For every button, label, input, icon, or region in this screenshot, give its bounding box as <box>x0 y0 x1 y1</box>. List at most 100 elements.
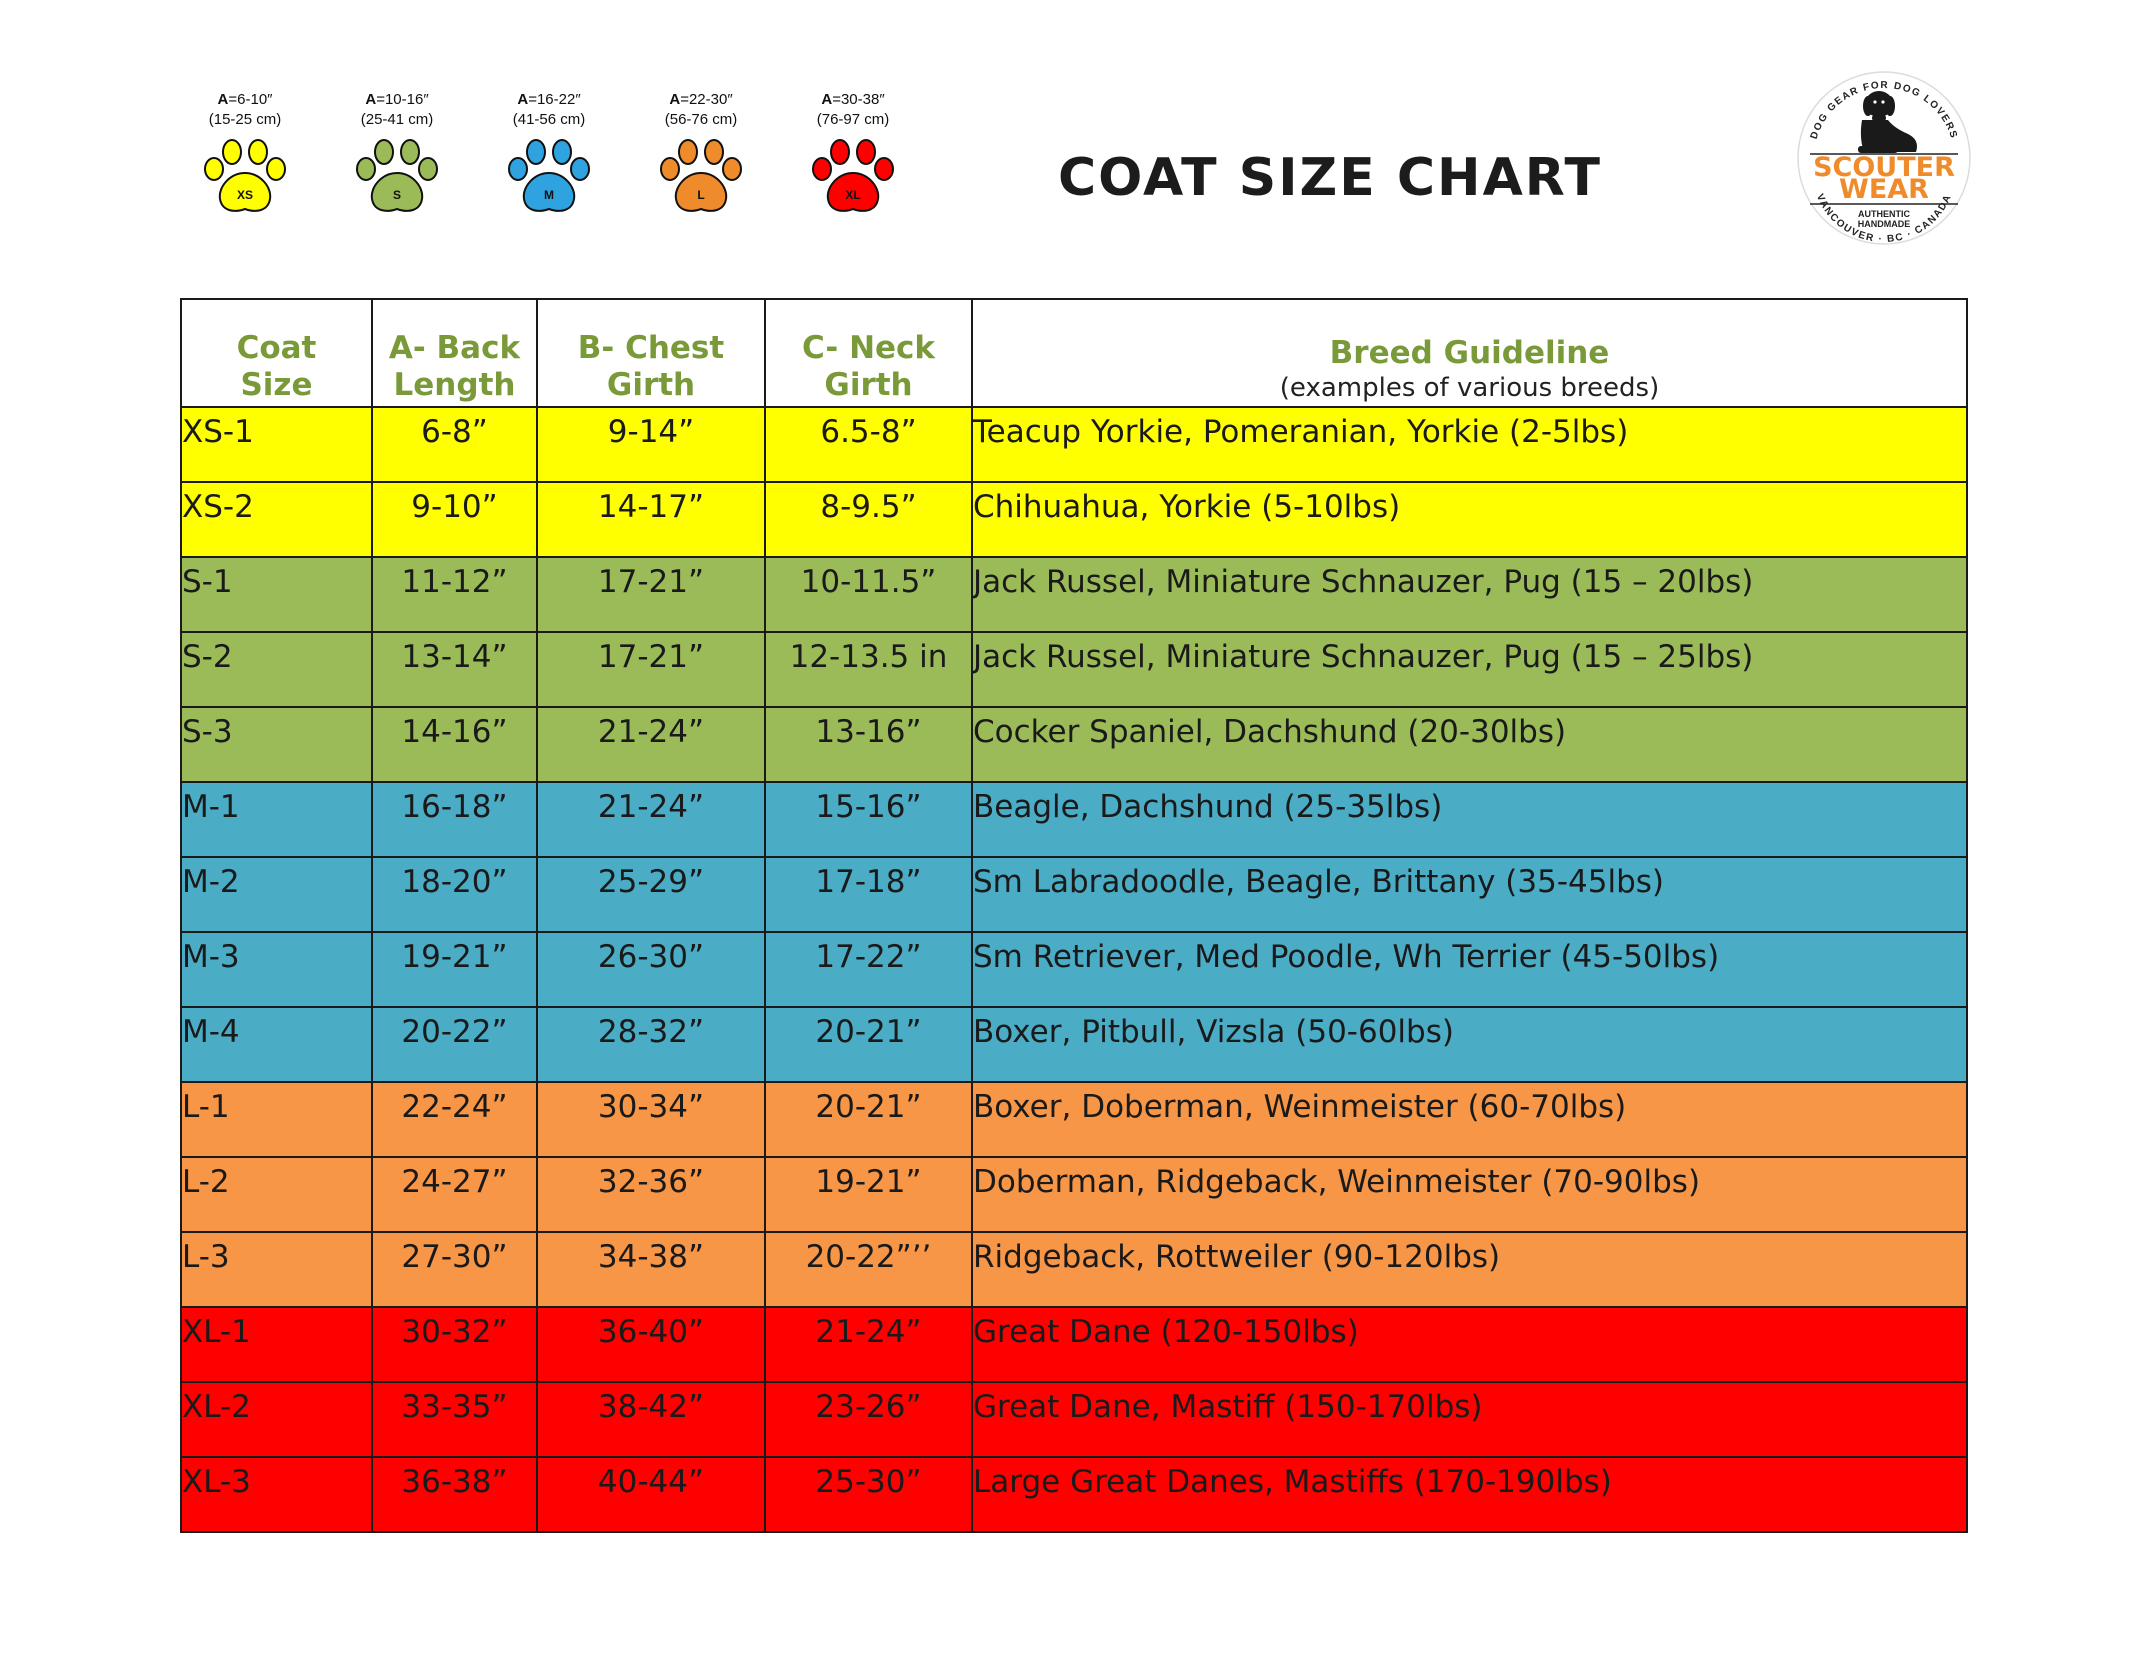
cell-coat-size: S-2 <box>180 631 373 708</box>
cell-neck-girth: 17-18” <box>764 856 973 933</box>
cell-neck-girth: 21-24” <box>764 1306 973 1383</box>
cell-breed-guideline: Sm Labradoodle, Beagle, Brittany (35-45l… <box>971 856 1968 933</box>
paw-range-cm: (76-97 cm) <box>816 111 890 128</box>
cell-coat-size: L-3 <box>180 1231 373 1308</box>
cell-back-length: 22-24” <box>371 1081 538 1158</box>
cell-chest-girth: 34-38” <box>536 1231 766 1308</box>
paw-range-inches: =30-38″ <box>832 91 885 108</box>
table-row: S-3 14-16” 21-24” 13-16” Cocker Spaniel, Dac… <box>180 706 1968 783</box>
cell-breed-guideline: Beagle, Dachshund (25-35lbs) <box>971 781 1968 858</box>
cell-chest-girth: 9-14” <box>536 406 766 483</box>
coat-size-table: Coat Size A- Back Length B- Chest Girth C- … <box>180 298 1968 1533</box>
cell-neck-girth: 15-16” <box>764 781 973 858</box>
cell-back-length: 9-10” <box>371 481 538 558</box>
cell-back-length: 19-21” <box>371 931 538 1008</box>
cell-breed-guideline: Doberman, Ridgeback, Weinmeister (70-90l… <box>971 1156 1968 1233</box>
cell-neck-girth: 23-26” <box>764 1381 973 1458</box>
cell-neck-girth: 20-22”’’ <box>764 1231 973 1308</box>
cell-chest-girth: 21-24” <box>536 781 766 858</box>
paw-icon: XL <box>812 139 894 212</box>
header-neck-girth: C- Neck Girth <box>764 298 973 408</box>
paw-icon: XS <box>204 139 286 212</box>
logo-tag1: AUTHENTIC <box>1858 209 1910 219</box>
cell-neck-girth: 17-22” <box>764 931 973 1008</box>
cell-chest-girth: 28-32” <box>536 1006 766 1083</box>
paw-size-label: XS <box>237 188 253 202</box>
paw-legend-item: A=22-30″ (56-76 cm) L <box>641 90 761 219</box>
cell-neck-girth: 25-30” <box>764 1456 973 1533</box>
cell-coat-size: S-3 <box>180 706 373 783</box>
cell-chest-girth: 36-40” <box>536 1306 766 1383</box>
table-row: L-1 22-24” 30-34” 20-21” Boxer, Doberman, We… <box>180 1081 1968 1158</box>
cell-chest-girth: 38-42” <box>536 1381 766 1458</box>
cell-chest-girth: 17-21” <box>536 631 766 708</box>
paw-legend-item: A=10-16″ (25-41 cm) S <box>337 90 457 219</box>
paw-range-prefix: A <box>517 91 529 108</box>
cell-neck-girth: 8-9.5” <box>764 481 973 558</box>
table-row: S-2 13-14” 17-21” 12-13.5 in Jack Russel, Mi… <box>180 631 1968 708</box>
cell-coat-size: M-3 <box>180 931 373 1008</box>
cell-back-length: 36-38” <box>371 1456 538 1533</box>
cell-breed-guideline: Cocker Spaniel, Dachshund (20-30lbs) <box>971 706 1968 783</box>
logo-tag2: HANDMADE <box>1858 219 1911 229</box>
cell-coat-size: XS-2 <box>180 481 373 558</box>
cell-back-length: 11-12” <box>371 556 538 633</box>
cell-back-length: 18-20” <box>371 856 538 933</box>
cell-breed-guideline: Boxer, Pitbull, Vizsla (50-60lbs) <box>971 1006 1968 1083</box>
cell-chest-girth: 21-24” <box>536 706 766 783</box>
cell-coat-size: L-2 <box>180 1156 373 1233</box>
cell-coat-size: XL-1 <box>180 1306 373 1383</box>
cell-coat-size: M-2 <box>180 856 373 933</box>
cell-back-length: 13-14” <box>371 631 538 708</box>
cell-breed-guideline: Jack Russel, Miniature Schnauzer, Pug (1… <box>971 631 1968 708</box>
paw-range-cm: (56-76 cm) <box>664 111 738 128</box>
table-row: M-1 16-18” 21-24” 15-16” Beagle, Dachshund (… <box>180 781 1968 858</box>
header-coat-size: Coat Size <box>180 298 373 408</box>
paw-size-legend: A=6-10″ (15-25 cm) XS A=10-16″ (25-41 cm) S A=… <box>185 90 905 240</box>
paw-range-cm: (41-56 cm) <box>512 111 586 128</box>
header-back-length: A- Back Length <box>371 298 538 408</box>
paw-range-prefix: A <box>669 91 681 108</box>
cell-back-length: 33-35” <box>371 1381 538 1458</box>
cell-back-length: 24-27” <box>371 1156 538 1233</box>
scouter-wear-logo: DOG GEAR FOR DOG LOVERS SCOUTER WEAR AUT… <box>1797 71 1971 245</box>
paw-size-label: S <box>393 188 401 202</box>
cell-breed-guideline: Sm Retriever, Med Poodle, Wh Terrier (45… <box>971 931 1968 1008</box>
cell-breed-guideline: Chihuahua, Yorkie (5-10lbs) <box>971 481 1968 558</box>
logo-line1: SCOUTER <box>1813 152 1955 183</box>
table-row: XL-3 36-38” 40-44” 25-30” Large Great Danes,… <box>180 1456 1968 1533</box>
cell-neck-girth: 12-13.5 in <box>764 631 973 708</box>
cell-chest-girth: 26-30” <box>536 931 766 1008</box>
paw-legend-item: A=6-10″ (15-25 cm) XS <box>185 90 305 219</box>
table-row: XS-2 9-10” 14-17” 8-9.5” Chihuahua, Yorkie (… <box>180 481 1968 558</box>
table-header-row: Coat Size A- Back Length B- Chest Girth C- … <box>180 298 1968 408</box>
table-row: M-4 20-22” 28-32” 20-21” Boxer, Pitbull, Viz… <box>180 1006 1968 1083</box>
cell-coat-size: M-1 <box>180 781 373 858</box>
paw-range-inches: =10-16″ <box>376 91 429 108</box>
cell-coat-size: XL-2 <box>180 1381 373 1458</box>
paw-icon: L <box>660 139 742 212</box>
table-row: M-3 19-21” 26-30” 17-22” Sm Retriever, Med P… <box>180 931 1968 1008</box>
table-row: S-1 11-12” 17-21” 10-11.5” Jack Russel, Mini… <box>180 556 1968 633</box>
paw-size-label: L <box>697 188 704 202</box>
cell-breed-guideline: Great Dane (120-150lbs) <box>971 1306 1968 1383</box>
cell-back-length: 14-16” <box>371 706 538 783</box>
cell-breed-guideline: Boxer, Doberman, Weinmeister (60-70lbs) <box>971 1081 1968 1158</box>
cell-neck-girth: 20-21” <box>764 1081 973 1158</box>
paw-icon: M <box>508 139 590 212</box>
cell-neck-girth: 6.5-8” <box>764 406 973 483</box>
table-row: XS-1 6-8” 9-14” 6.5-8” Teacup Yorkie, Pomera… <box>180 406 1968 483</box>
cell-neck-girth: 10-11.5” <box>764 556 973 633</box>
table-row: L-2 24-27” 32-36” 19-21” Doberman, Ridgeback… <box>180 1156 1968 1233</box>
cell-neck-girth: 20-21” <box>764 1006 973 1083</box>
cell-coat-size: XL-3 <box>180 1456 373 1533</box>
cell-chest-girth: 32-36” <box>536 1156 766 1233</box>
cell-back-length: 27-30” <box>371 1231 538 1308</box>
paw-range-cm: (15-25 cm) <box>208 111 282 128</box>
paw-range-prefix: A <box>365 91 377 108</box>
paw-range-inches: =22-30″ <box>680 91 733 108</box>
paw-range-inches: =6-10″ <box>228 91 273 108</box>
paw-range-inches: =16-22″ <box>528 91 581 108</box>
paw-size-label: XL <box>845 188 860 202</box>
cell-coat-size: L-1 <box>180 1081 373 1158</box>
